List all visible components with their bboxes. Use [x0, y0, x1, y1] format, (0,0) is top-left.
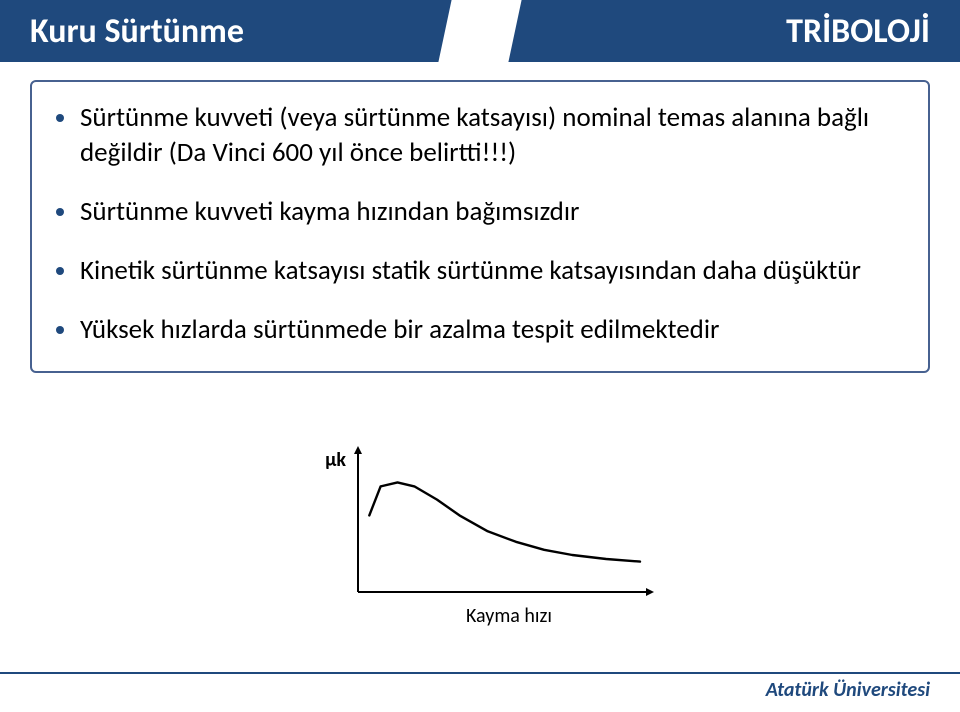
bullet-text: Sürtünme kuvveti kayma hızından bağımsız… — [80, 194, 579, 229]
header-right-title: TRİBOLOJİ — [786, 0, 960, 62]
bullet-text: Yüksek hızlarda sürtünmede bir azalma te… — [80, 312, 719, 347]
bullet-dot-icon — [56, 326, 64, 334]
svg-text:Kayma hızı: Kayma hızı — [466, 604, 552, 628]
footer-university: Atatürk Üniversitesi — [766, 678, 930, 702]
footer-divider — [0, 672, 960, 674]
bullet-dot-icon — [56, 267, 64, 275]
bullet-text: Sürtünme kuvveti (veya sürtünme katsayıs… — [80, 100, 904, 170]
bullet-item: Sürtünme kuvveti (veya sürtünme katsayıs… — [56, 100, 904, 170]
svg-text:μk: μk — [325, 448, 346, 472]
content-box: Sürtünme kuvveti (veya sürtünme katsayıs… — [30, 80, 930, 373]
bullet-text: Kinetik sürtünme katsayısı statik sürtün… — [80, 253, 861, 288]
bullet-dot-icon — [56, 114, 64, 122]
bullet-item: Kinetik sürtünme katsayısı statik sürtün… — [56, 253, 904, 288]
bullet-item: Sürtünme kuvveti kayma hızından bağımsız… — [56, 194, 904, 229]
friction-velocity-chart: μk Kayma hızı — [300, 440, 660, 640]
bullet-item: Yüksek hızlarda sürtünmede bir azalma te… — [56, 312, 904, 347]
header-left-title: Kuru Sürtünme — [0, 0, 244, 62]
bullet-dot-icon — [56, 208, 64, 216]
header-divider-notch — [438, 0, 521, 62]
